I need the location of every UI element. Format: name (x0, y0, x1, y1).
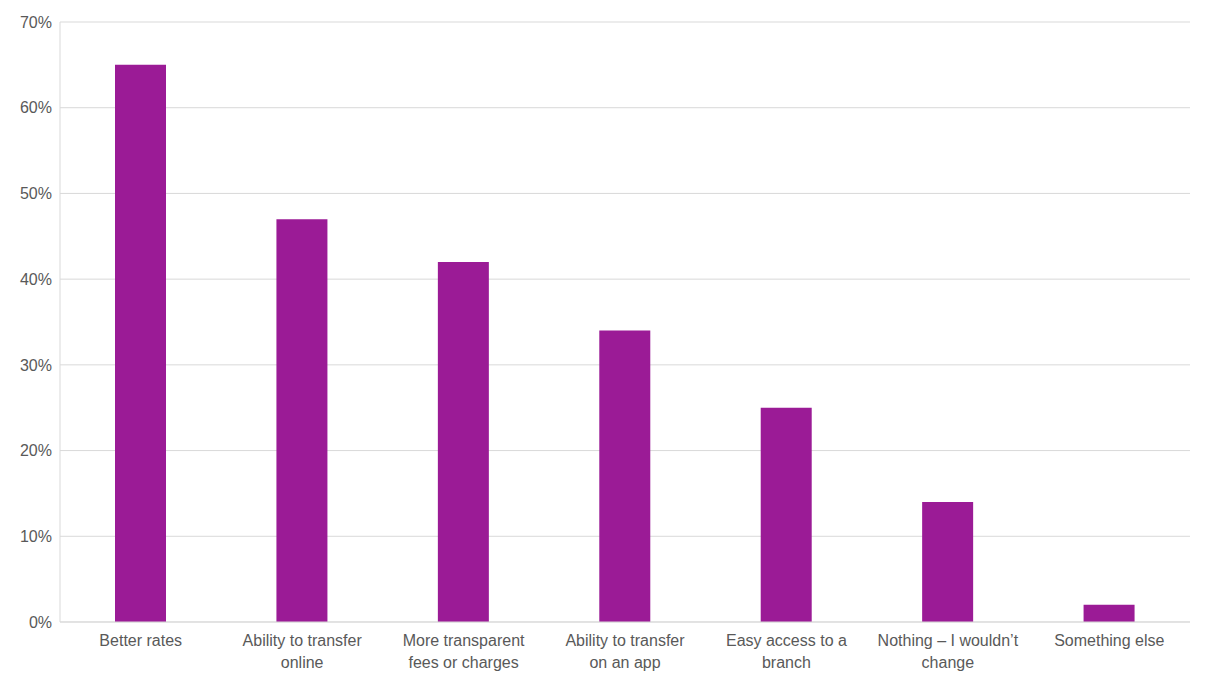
svg-text:70%: 70% (20, 14, 52, 31)
svg-text:40%: 40% (20, 271, 52, 288)
svg-text:60%: 60% (20, 99, 52, 116)
svg-text:50%: 50% (20, 185, 52, 202)
svg-text:Better rates: Better rates (99, 632, 182, 649)
svg-text:Ability to transferonline: Ability to transferonline (243, 632, 363, 671)
svg-text:0%: 0% (29, 614, 52, 631)
svg-text:Something else: Something else (1054, 632, 1164, 649)
svg-text:20%: 20% (20, 442, 52, 459)
svg-text:More transparentfees or charge: More transparentfees or charges (403, 632, 525, 671)
svg-text:30%: 30% (20, 357, 52, 374)
svg-text:Ability to transferon an app: Ability to transferon an app (565, 632, 685, 671)
svg-text:Easy access to abranch: Easy access to abranch (726, 632, 847, 671)
svg-text:Nothing – I wouldn’tchange: Nothing – I wouldn’tchange (878, 632, 1019, 671)
svg-text:10%: 10% (20, 528, 52, 545)
